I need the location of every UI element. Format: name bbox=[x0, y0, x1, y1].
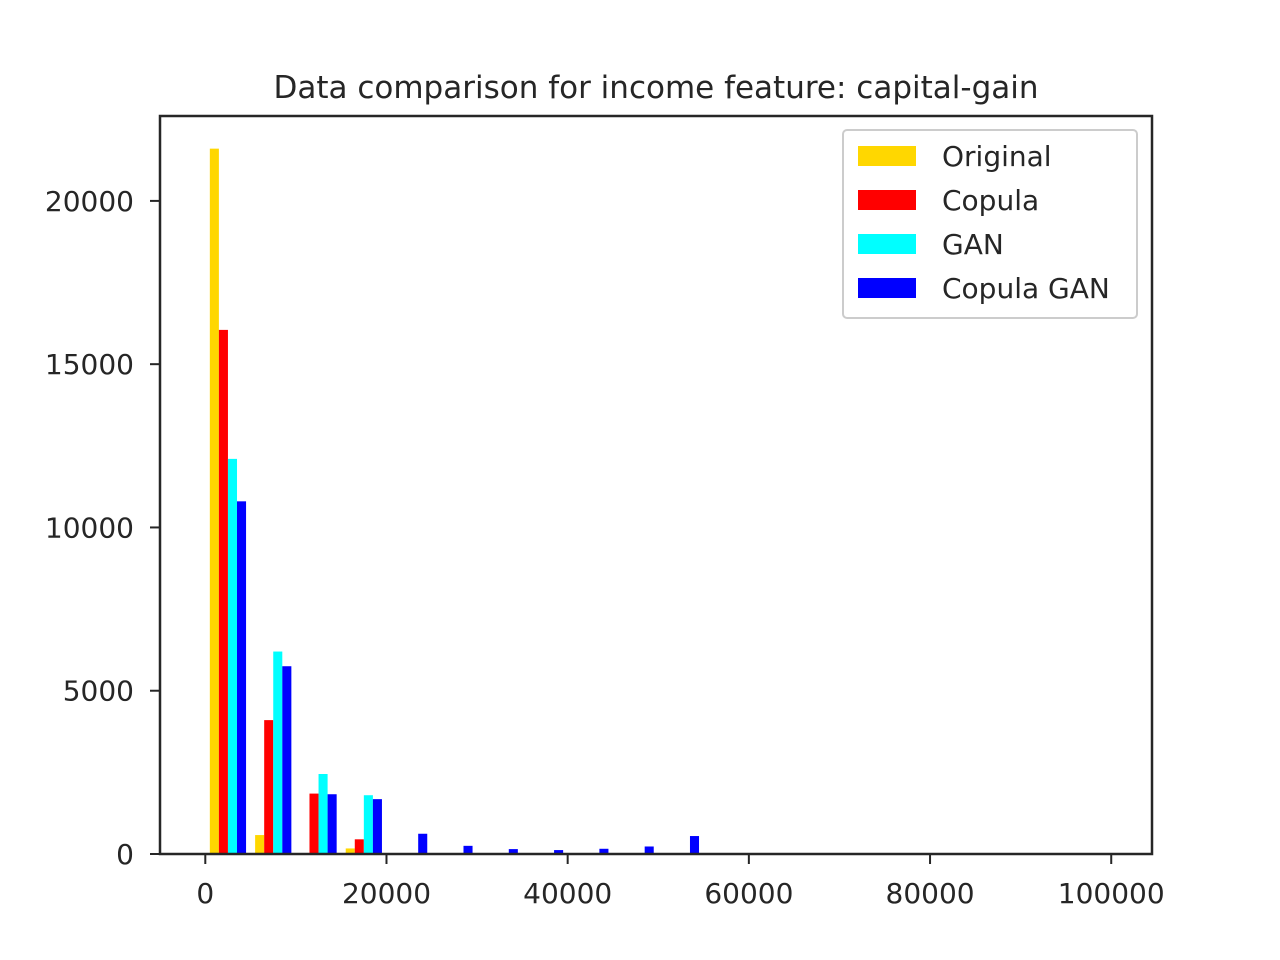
bar-copula-gan-4 bbox=[418, 833, 428, 854]
x-tick-label: 60000 bbox=[704, 877, 793, 910]
bar-copula-1 bbox=[264, 720, 274, 854]
bar-copula-gan-2 bbox=[327, 794, 337, 854]
bar-copula-3 bbox=[354, 839, 364, 854]
bar-gan-2 bbox=[318, 774, 328, 854]
bar-copula-gan-6 bbox=[508, 849, 518, 854]
x-tick-label: 0 bbox=[196, 877, 214, 910]
bar-copula-gan-0 bbox=[237, 501, 247, 854]
bar-original-1 bbox=[255, 835, 265, 854]
x-tick-label: 100000 bbox=[1058, 877, 1165, 910]
y-tick-label: 15000 bbox=[45, 348, 134, 381]
bar-original-3 bbox=[345, 848, 355, 854]
bar-gan-0 bbox=[227, 458, 238, 854]
bar-copula-gan-5 bbox=[463, 845, 473, 854]
y-tick-label: 10000 bbox=[45, 511, 134, 544]
legend-swatch-gan bbox=[858, 234, 916, 254]
x-tick-label: 80000 bbox=[886, 877, 975, 910]
y-tick-label: 20000 bbox=[45, 185, 134, 218]
legend-label-original: Original bbox=[942, 140, 1052, 173]
bar-copula-0 bbox=[218, 329, 228, 854]
bar-copula-2 bbox=[309, 793, 319, 854]
bar-copula-gan-8 bbox=[599, 848, 609, 854]
x-axis-ticks: 0 20000 40000 60000 80000 100000 bbox=[196, 854, 1165, 910]
y-tick-label: 5000 bbox=[63, 675, 134, 708]
legend-label-copula-gan: Copula GAN bbox=[942, 272, 1110, 305]
legend-label-gan: GAN bbox=[942, 228, 1004, 261]
bar-copula-gan-1 bbox=[282, 666, 292, 854]
legend-swatch-original bbox=[858, 146, 916, 166]
x-tick-label: 20000 bbox=[342, 877, 431, 910]
bar-copula-gan-10 bbox=[689, 836, 700, 854]
legend-box bbox=[842, 129, 1138, 319]
bar-copula-gan-9 bbox=[644, 846, 654, 854]
bar-copula-gan-7 bbox=[554, 850, 564, 854]
bars-group bbox=[209, 148, 700, 854]
legend: Original Copula GAN Copula GAN bbox=[842, 129, 1138, 319]
legend-swatch-copula bbox=[858, 190, 916, 210]
x-tick-label: 40000 bbox=[523, 877, 612, 910]
legend-label-copula: Copula bbox=[942, 184, 1039, 217]
plot-frame bbox=[158, 114, 1154, 856]
y-axis-ticks: 0 5000 10000 15000 20000 bbox=[45, 185, 160, 871]
y-tick-label: 0 bbox=[116, 838, 134, 871]
bar-copula-gan-3 bbox=[372, 799, 382, 854]
legend-swatch-copula-gan bbox=[858, 278, 916, 298]
bar-gan-1 bbox=[273, 651, 283, 854]
bar-original-0 bbox=[209, 148, 219, 854]
bar-gan-3 bbox=[363, 795, 373, 854]
chart-title: Data comparison for income feature: capi… bbox=[273, 70, 1038, 106]
